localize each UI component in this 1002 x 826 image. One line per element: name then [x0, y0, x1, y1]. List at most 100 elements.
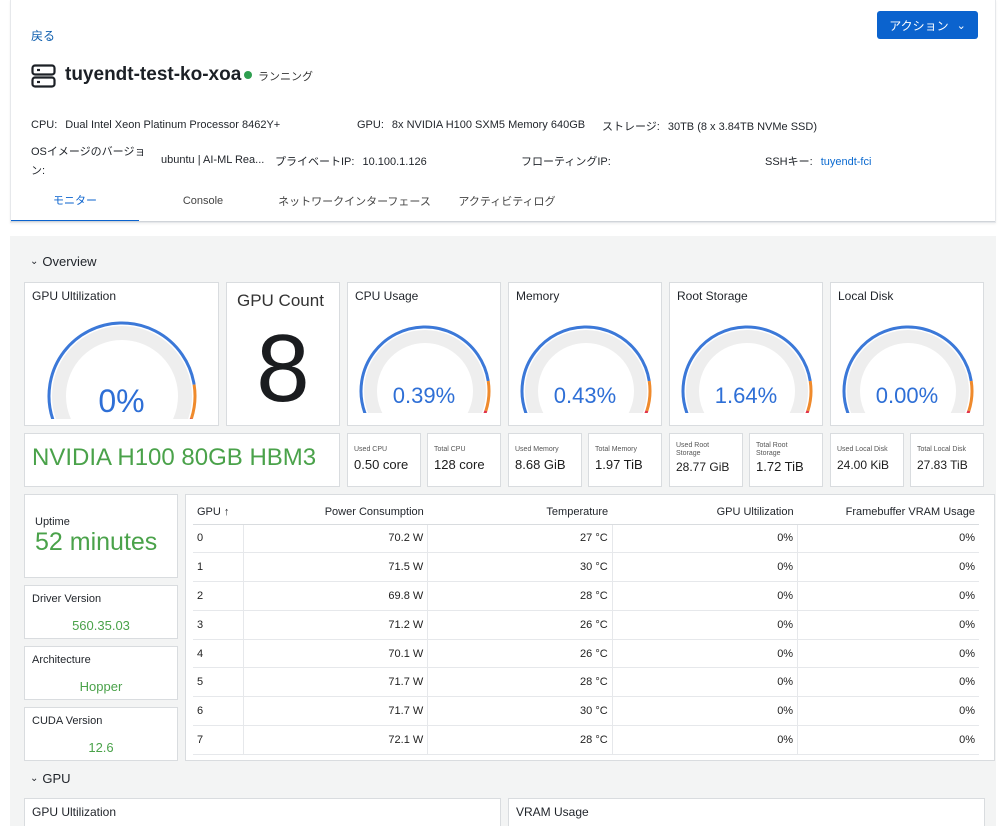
temperature-cell: 27 °C [427, 524, 613, 554]
tab-activity-log[interactable]: アクティビティログ [458, 196, 556, 208]
gpu-utilization-panel-title: GPU Ultilization [32, 805, 117, 819]
gpu-index-cell: 7 [193, 725, 244, 755]
tab-monitor[interactable]: モニター [11, 180, 139, 222]
vram-usage-cell: 0% [797, 610, 979, 640]
gpu-index-cell: 6 [193, 696, 244, 727]
driver-version-card: Driver Version 560.35.03 [24, 585, 178, 639]
local-disk-card: Local Disk 0.00% [830, 282, 984, 426]
local-disk-value: 0.00% [875, 383, 939, 408]
stat-label: Total Local Disk [917, 446, 967, 453]
gauge-threshold-warn [645, 380, 652, 412]
gpu-table-card: GPU ↑ Power Consumption Temperature GPU U… [185, 494, 995, 761]
gpu-utilization-panel: GPU Ultilization [24, 798, 501, 826]
os-label-line1: OSイメージのバージョ [31, 146, 146, 158]
gauge-track [847, 330, 969, 413]
cpu-usage-gauge [359, 325, 491, 413]
cpu-usage-card: CPU Usage 0.39% [347, 282, 501, 426]
ssh-key-link[interactable]: tuyendt-fci [820, 156, 872, 168]
power-cell: 71.7 W [242, 667, 428, 698]
gauge-threshold-crit [483, 410, 488, 413]
tab-console[interactable]: Console [182, 195, 224, 207]
gauge-threshold-ok [47, 321, 196, 419]
gauge-track [525, 330, 647, 413]
gpu-field: GPU: 8x NVIDIA H100 SXM5 Memory 640GB [357, 119, 585, 131]
memory-gauge [520, 325, 652, 413]
gauge-track [52, 326, 192, 419]
gpu-count-card: GPU Count 8 [226, 282, 340, 426]
storage-label: ストレージ: [602, 121, 660, 133]
os-value: ubuntu | AI-ML Rea... [161, 154, 265, 166]
gauge-threshold-ok [681, 325, 812, 413]
gauge-track [686, 330, 808, 413]
chevron-down-icon: ⌄ [30, 256, 39, 267]
gpu-index-cell: 5 [193, 667, 244, 698]
tab-network-interface[interactable]: ネットワークインターフェース [278, 196, 431, 208]
stat-total-memory: Total Memory 1.97 TiB [588, 433, 662, 487]
vram-usage-cell: 0% [797, 552, 979, 583]
gauge-threshold-crit [805, 410, 810, 413]
ssh-key-field: SSHキー: tuyendt-fci [765, 153, 871, 169]
col-gpu-label: GPU [197, 505, 221, 518]
os-label-line2: ン: [31, 165, 46, 177]
architecture-value: Hopper [79, 679, 123, 694]
temperature-cell: 28 °C [427, 581, 613, 611]
gauge-threshold-warn [967, 380, 974, 412]
root-storage-card: Root Storage 1.64% [669, 282, 823, 426]
cpu-usage-title: CPU Usage [355, 289, 419, 303]
tab-bar: モニター Console ネットワークインターフェース アクティビティログ [11, 180, 995, 222]
action-button-label: アクション [889, 18, 949, 33]
vram-usage-panel-title: VRAM Usage [516, 805, 589, 819]
temperature-cell: 30 °C [427, 552, 613, 583]
back-link[interactable]: 戻る [31, 29, 56, 43]
stat-used-memory: Used Memory 8.68 GiB [508, 433, 582, 487]
status-text: ランニング [258, 71, 313, 83]
overview-section-label: Overview [42, 254, 97, 269]
stat-value: 8.68 GiB [515, 457, 566, 472]
power-cell: 70.1 W [242, 639, 428, 669]
table-row: 6 71.7 W 30 °C 0% 0% [193, 696, 979, 727]
ssh-key-label: SSHキー: [765, 156, 813, 168]
architecture-label: Architecture [32, 654, 91, 666]
uptime-value: 52 minutes [35, 528, 158, 556]
root-storage-gauge [681, 325, 813, 413]
stat-label: Total Memory [595, 446, 638, 453]
gpu-value: 8x NVIDIA H100 SXM5 Memory 640GB [391, 119, 586, 131]
tabs-divider [11, 221, 995, 222]
gpu-utilization-title: GPU Ultilization [32, 289, 117, 303]
col-power-header[interactable]: Power Consumption [243, 500, 428, 525]
storage-field: ストレージ: 30TB (8 x 3.84TB NVMe SSD) [602, 118, 817, 134]
floating-ip-label: フローティングIP: [521, 156, 611, 168]
col-gpu-util-header[interactable]: GPU Ultilization [612, 500, 798, 525]
stat-value: 27.83 TiB [917, 458, 968, 472]
stat-label: Total CPU [434, 446, 466, 453]
vram-usage-cell: 0% [797, 639, 979, 669]
stat-label: Used Root Storage [676, 442, 710, 457]
stat-total-cpu: Total CPU 128 core [427, 433, 501, 487]
private-ip-value: 10.100.1.126 [362, 156, 427, 168]
instance-title: tuyendt-test-ko-xoa [65, 64, 242, 85]
vram-usage-cell: 0% [797, 581, 979, 611]
gauge-threshold-crit [644, 410, 649, 413]
driver-version-label: Driver Version [32, 593, 102, 605]
vram-usage-cell: 0% [797, 696, 979, 727]
stat-value: 28.77 GiB [676, 460, 730, 474]
col-temperature-header[interactable]: Temperature [427, 500, 613, 525]
stat-label: Used Local Disk [837, 446, 888, 453]
overview-section-toggle[interactable]: ⌄ Overview [30, 254, 97, 269]
col-gpu-header[interactable]: GPU ↑ [193, 500, 244, 525]
gpu-utilization-gauge [47, 321, 197, 419]
power-cell: 71.2 W [242, 610, 428, 640]
power-cell: 71.5 W [242, 552, 428, 583]
chevron-down-icon: ⌄ [30, 773, 39, 784]
action-dropdown-button[interactable]: アクション ⌄ [877, 11, 978, 39]
table-header-row: GPU ↑ Power Consumption Temperature GPU U… [193, 500, 979, 525]
table-row: 1 71.5 W 30 °C 0% 0% [193, 552, 979, 583]
driver-version-value: 560.35.03 [72, 618, 130, 633]
col-vram-header[interactable]: Framebuffer VRAM Usage [797, 500, 979, 525]
cpu-label: CPU: [31, 119, 58, 131]
power-cell: 71.7 W [242, 696, 428, 727]
power-cell: 72.1 W [242, 725, 428, 755]
monitor-panel: ⌄ Overview GPU Ultilization 0% GPU Count… [10, 236, 996, 826]
gpu-section-toggle[interactable]: ⌄ GPU [30, 771, 71, 786]
gpu-index-cell: 0 [193, 524, 244, 554]
